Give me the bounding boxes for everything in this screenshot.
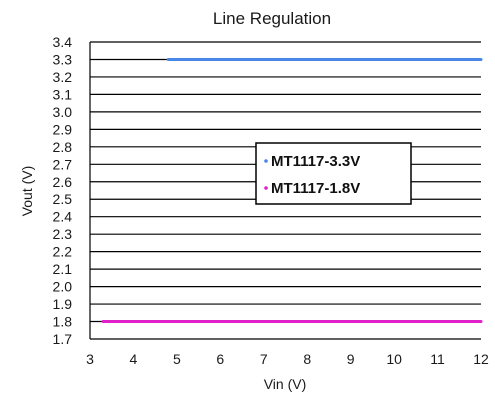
y-tick-label: 2.6: [53, 174, 73, 190]
x-tick-label: 6: [216, 351, 224, 367]
y-tick-label: 2.1: [53, 261, 73, 277]
x-tick-labels: 3 4 5 6 7 8 9 10 11 12: [86, 351, 489, 367]
y-tick-label: 2.3: [53, 226, 73, 242]
y-tick-label: 2.7: [53, 156, 73, 172]
legend-box: [255, 142, 412, 205]
y-tick-label: 2.9: [53, 121, 73, 137]
x-tick-label: 5: [173, 351, 181, 367]
legend-label-mt1117-3-3v: MT1117-3.3V: [271, 153, 360, 170]
y-tick-label: 2.8: [53, 139, 73, 155]
y-tick-label: 2.2: [53, 244, 73, 260]
y-tick-label: 2.4: [53, 209, 73, 225]
y-tick-label: 2.5: [53, 191, 73, 207]
legend-marker-mt1117-3-3v: [264, 159, 268, 163]
x-tick-label: 11: [430, 351, 445, 367]
x-tick-label: 12: [473, 351, 489, 367]
y-axis-label: Vout (V): [19, 166, 35, 217]
y-tick-label: 3.1: [53, 86, 73, 102]
x-tick-label: 4: [130, 351, 138, 367]
y-tick-labels: 1.71.81.92.02.12.22.32.42.52.62.72.82.93…: [53, 34, 73, 347]
x-tick-label: 7: [260, 351, 268, 367]
x-tick-label: 10: [386, 351, 402, 367]
x-axis-label: Vin (V): [264, 376, 307, 392]
y-tick-label: 1.9: [53, 296, 73, 312]
series-lines: [101, 57, 483, 324]
x-tick-label: 9: [347, 351, 355, 367]
y-tick-label: 2.0: [53, 279, 73, 295]
x-tick-label: 3: [86, 351, 94, 367]
legend-marker-mt1117-1-8v: [264, 186, 268, 190]
y-tick-label: 1.8: [53, 314, 73, 330]
y-tick-label: 3.3: [53, 51, 73, 67]
y-tick-label: 1.7: [53, 331, 73, 347]
y-tick-label: 3.2: [53, 69, 73, 85]
legend: MT1117-3.3V MT1117-1.8V: [255, 142, 412, 205]
y-tick-label: 3.4: [53, 34, 73, 50]
chart-title: Line Regulation: [213, 9, 331, 28]
x-tick-label: 8: [303, 351, 311, 367]
legend-label-mt1117-1-8v: MT1117-1.8V: [271, 180, 360, 197]
y-tick-label: 3.0: [53, 104, 73, 120]
